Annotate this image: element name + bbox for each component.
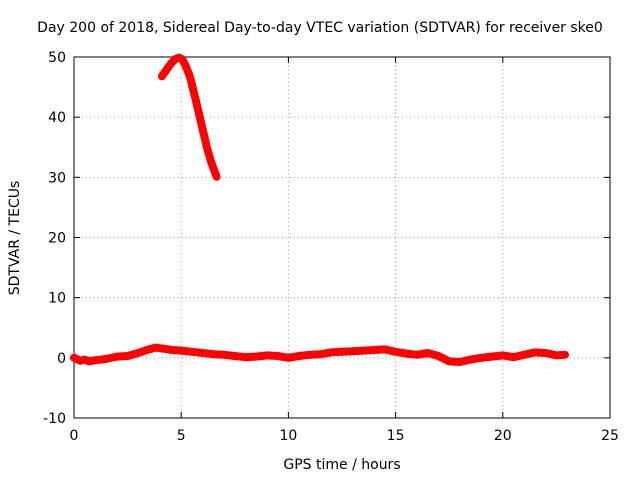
data-point-series-1 xyxy=(213,173,221,181)
data-point-series-1 xyxy=(166,60,174,68)
data-point-series-2 xyxy=(169,346,177,354)
data-point-series-2 xyxy=(488,353,496,361)
data-point-series-2 xyxy=(510,353,518,361)
data-point-series-2 xyxy=(413,351,421,359)
data-point-series-2 xyxy=(124,352,132,360)
data-point-series-2 xyxy=(542,349,550,357)
x-tick-label: 20 xyxy=(494,428,512,444)
x-tick-label: 15 xyxy=(387,428,405,444)
data-point-series-2 xyxy=(113,353,121,361)
data-point-series-2 xyxy=(359,347,367,355)
data-point-series-2 xyxy=(252,353,260,361)
data-point-series-2 xyxy=(284,354,292,362)
y-axis-label: SDTVAR / TECUs xyxy=(7,180,23,296)
data-point-series-1 xyxy=(158,72,166,80)
data-point-series-2 xyxy=(456,358,464,366)
x-tick-label: 5 xyxy=(177,428,186,444)
data-point-series-2 xyxy=(151,344,159,352)
data-point-series-2 xyxy=(402,350,410,358)
data-point-series-2 xyxy=(392,348,400,356)
data-point-series-2 xyxy=(477,354,485,362)
data-point-series-2 xyxy=(220,351,228,359)
data-point-series-2 xyxy=(199,349,207,357)
data-point-series-2 xyxy=(274,352,282,360)
data-point-series-2 xyxy=(317,350,325,358)
data-point-series-2 xyxy=(349,347,357,355)
x-tick-label: 10 xyxy=(279,428,297,444)
data-point-series-2 xyxy=(231,352,239,360)
data-point-series-2 xyxy=(70,354,78,362)
data-point-series-1 xyxy=(181,61,189,69)
data-point-series-2 xyxy=(424,349,432,357)
data-point-series-1 xyxy=(186,72,194,80)
data-point-series-2 xyxy=(306,351,314,359)
data-point-series-2 xyxy=(499,351,507,359)
data-point-series-2 xyxy=(445,357,453,365)
data-point-series-2 xyxy=(327,348,335,356)
y-tick-label: 20 xyxy=(48,231,66,247)
data-point-series-2 xyxy=(295,352,303,360)
data-point-series-2 xyxy=(85,357,93,365)
data-point-series-2 xyxy=(143,346,151,354)
data-point-series-2 xyxy=(338,348,346,356)
data-point-series-2 xyxy=(160,345,168,353)
data-point-series-2 xyxy=(370,346,378,354)
y-tick-label: 30 xyxy=(48,170,66,186)
data-point-series-2 xyxy=(434,352,442,360)
data-point-series-2 xyxy=(209,350,217,358)
data-point-series-1 xyxy=(203,143,211,151)
data-point-series-1 xyxy=(199,125,207,133)
y-tick-label: 0 xyxy=(57,351,66,367)
data-point-series-2 xyxy=(177,347,185,355)
x-axis-label: GPS time / hours xyxy=(283,457,401,473)
data-point-series-2 xyxy=(188,348,196,356)
data-point-series-1 xyxy=(207,158,215,166)
data-point-series-2 xyxy=(102,355,110,363)
chart-title: Day 200 of 2018, Sidereal Day-to-day VTE… xyxy=(37,20,603,36)
data-point-series-2 xyxy=(242,353,250,361)
data-point-series-2 xyxy=(381,345,389,353)
data-point-series-1 xyxy=(194,107,202,115)
data-point-series-2 xyxy=(91,356,99,364)
data-point-series-2 xyxy=(561,351,569,359)
x-tick-label: 25 xyxy=(601,428,619,444)
y-tick-label: 10 xyxy=(48,291,66,307)
data-point-series-2 xyxy=(531,348,539,356)
data-point-series-1 xyxy=(178,55,186,63)
data-point-series-2 xyxy=(263,351,271,359)
data-point-series-2 xyxy=(520,351,528,359)
data-point-series-1 xyxy=(190,89,198,97)
data-point-series-2 xyxy=(467,356,475,364)
y-tick-label: 40 xyxy=(48,110,66,126)
y-tick-label: -10 xyxy=(43,411,66,427)
data-point-series-1 xyxy=(162,66,170,74)
x-tick-label: 0 xyxy=(70,428,79,444)
data-point-series-2 xyxy=(134,349,142,357)
data-point-series-2 xyxy=(552,351,560,359)
y-tick-label: 50 xyxy=(48,50,66,66)
plot-frame xyxy=(73,56,611,419)
